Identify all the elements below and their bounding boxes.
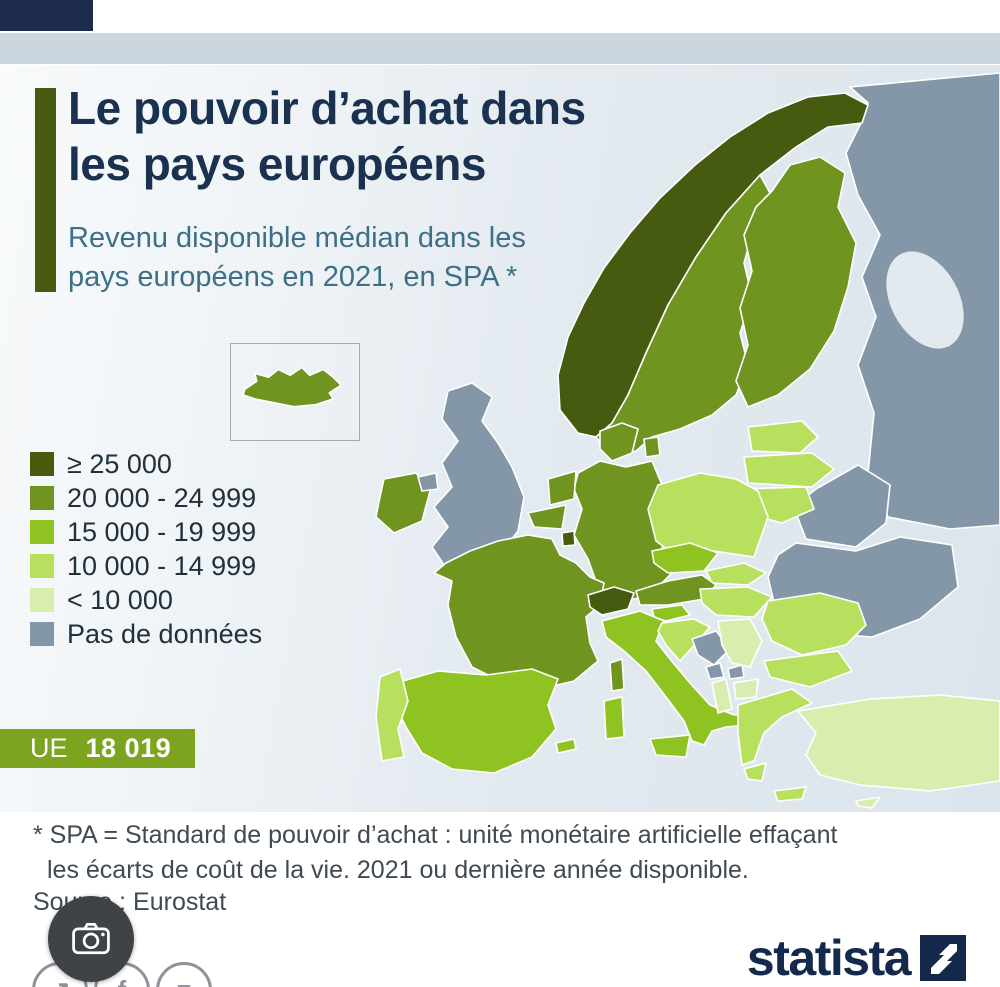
legend-row: 20 000 - 24 999 (30, 481, 262, 515)
country-serbia (717, 618, 763, 668)
legend-swatch-cat2 (30, 486, 54, 510)
island-crete (773, 786, 807, 802)
country-latvia (743, 452, 835, 488)
country-luxembourg (561, 530, 576, 547)
country-greece (737, 688, 813, 766)
region-kosovo (727, 664, 745, 680)
iceland-inset-svg (242, 366, 342, 408)
country-switzerland (587, 586, 635, 616)
country-belgium (527, 504, 567, 530)
browser-top-band (0, 33, 1000, 64)
legend-row: 10 000 - 14 999 (30, 549, 262, 583)
country-hungary (699, 586, 773, 618)
region-peloponnese (743, 762, 767, 782)
statista-brand[interactable]: statista (747, 929, 966, 987)
legend-label: 15 000 - 19 999 (67, 516, 257, 547)
country-cyprus (855, 796, 881, 809)
island-balearics (555, 738, 577, 754)
eu-badge-value: 18 019 (85, 733, 172, 763)
country-netherlands (547, 470, 577, 506)
country-spain (393, 668, 559, 774)
menu-icon[interactable]: ≡ (156, 962, 212, 987)
country-france (433, 534, 605, 690)
status-bar-block (0, 0, 93, 31)
country-bulgaria (763, 650, 853, 688)
legend-label: 20 000 - 24 999 (67, 482, 257, 513)
country-ireland (375, 472, 431, 534)
europe-map-svg (375, 72, 1000, 809)
eu-badge-label: UE (30, 733, 68, 763)
legend-swatch-no-data (30, 622, 54, 646)
legend-swatch-cat1 (30, 452, 54, 476)
footnote: * SPA = Standard de pouvoir d’achat : un… (33, 818, 837, 888)
subtitle-line-1: Revenu disponible médian dans les (68, 222, 526, 254)
country-north-macedonia (733, 678, 759, 700)
title-accent-bar (35, 88, 56, 292)
legend-row: ≥ 25 000 (30, 447, 262, 481)
country-montenegro (705, 662, 725, 680)
country-denmark (599, 422, 639, 462)
country-slovakia (705, 562, 767, 586)
statista-wordmark: statista (746, 930, 912, 986)
page-subtitle: Revenu disponible médian dans les pays e… (68, 219, 526, 297)
europe-map (0, 65, 1000, 812)
legend-swatch-cat3 (30, 520, 54, 544)
page-title: Le pouvoir d’achat dans les pays europée… (68, 80, 586, 192)
statista-logo-icon (920, 935, 966, 981)
white-sea (886, 251, 964, 349)
legend-label: Pas de données (67, 618, 263, 649)
lens-button[interactable] (48, 896, 134, 982)
country-estonia (747, 420, 819, 454)
footnote-line-2: les écarts de coût de la vie. 2021 ou de… (47, 856, 749, 884)
legend-row: 15 000 - 19 999 (30, 515, 262, 549)
camera-icon (72, 922, 110, 955)
island-sardinia (603, 696, 625, 740)
legend-row: < 10 000 (30, 583, 262, 617)
country-romania (761, 592, 867, 656)
country-finland (735, 156, 857, 408)
legend-row: Pas de données (30, 617, 262, 651)
country-poland (647, 472, 769, 558)
country-iceland (242, 366, 342, 408)
country-albania (711, 678, 733, 714)
country-italy (601, 610, 749, 746)
legend-label: ≥ 25 000 (67, 448, 172, 479)
iceland-inset-box (230, 343, 360, 441)
region-northern-ireland (417, 472, 439, 492)
country-portugal (375, 668, 409, 762)
legend-label: < 10 000 (67, 584, 173, 615)
eu-badge: UE 18 019 (0, 729, 196, 768)
legend-swatch-cat5 (30, 588, 54, 612)
subtitle-line-2: pays européens en 2021, en SPA * (68, 261, 518, 293)
country-denmark-island (643, 436, 661, 458)
title-line-1: Le pouvoir d’achat dans (68, 82, 586, 134)
legend-label: 10 000 - 14 999 (67, 550, 257, 581)
island-corsica (609, 658, 625, 692)
country-slovenia (651, 604, 691, 622)
country-czechia (651, 542, 719, 574)
footnote-line-1: * SPA = Standard de pouvoir d’achat : un… (33, 821, 838, 849)
country-turkey (797, 694, 1000, 792)
island-sicily (649, 734, 691, 758)
legend-swatch-cat4 (30, 554, 54, 578)
legend: ≥ 25 000 20 000 - 24 999 15 000 - 19 999… (30, 447, 262, 651)
country-croatia (657, 618, 711, 662)
title-line-2: les pays européens (68, 138, 486, 190)
